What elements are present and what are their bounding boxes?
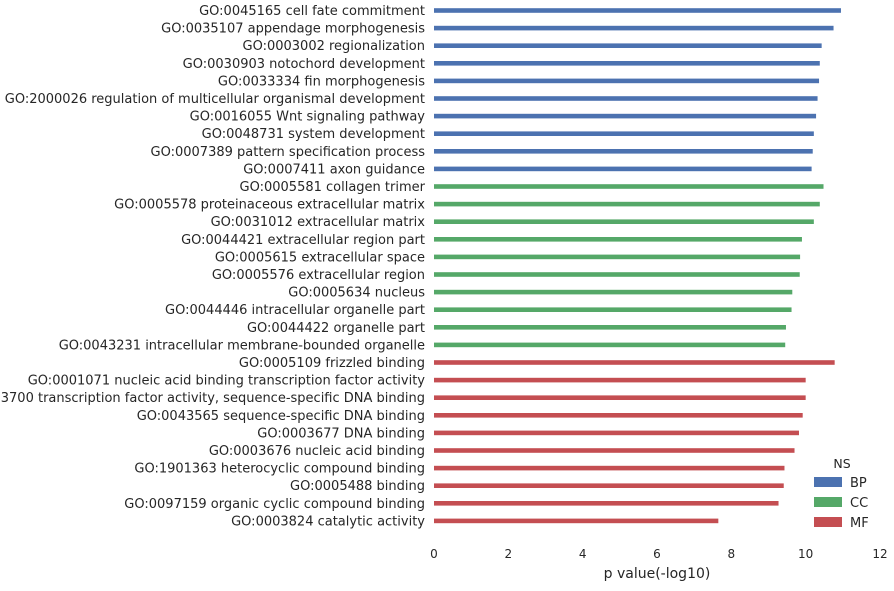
category-label: GO:0044422 organelle part — [247, 321, 425, 336]
bar-cc — [434, 237, 802, 242]
bar-cc — [434, 272, 800, 277]
bar-bp — [434, 113, 817, 119]
category-label: GO:0005634 nucleus — [288, 286, 425, 301]
category-label: GO:0003677 DNA binding — [257, 426, 425, 441]
legend-swatch-mf — [814, 517, 842, 527]
category-label: GO:0016055 Wnt signaling pathway — [190, 110, 426, 125]
bar-cc — [434, 254, 801, 260]
bar-mf — [434, 413, 803, 418]
x-tick-label: 8 — [728, 547, 736, 561]
category-label: GO:0003700 transcription factor activity… — [0, 391, 425, 406]
category-label: GO:0030903 notochord development — [183, 57, 425, 72]
bar-mf — [434, 465, 785, 471]
category-labels: GO:0045165 cell fate commitment GO:003510… — [0, 4, 426, 529]
category-label: GO:0005615 extracellular space — [215, 250, 425, 265]
category-label: GO:0005578 proteinaceous extracellular m… — [114, 198, 425, 213]
legend-swatch-bp — [814, 477, 842, 487]
category-label: GO:0048731 system development — [202, 127, 425, 142]
bar-cc — [434, 325, 786, 330]
bar-cc — [434, 307, 792, 312]
category-label: GO:2000026 regulation of multicellular o… — [5, 92, 425, 107]
bar-mf — [434, 501, 779, 506]
bar-mf — [434, 395, 806, 400]
bar-cc — [434, 289, 793, 295]
category-label: GO:0031012 extracellular matrix — [211, 215, 426, 230]
bar-bp — [434, 61, 820, 66]
category-label: GO:0001071 nucleic acid binding transcri… — [28, 374, 426, 389]
bar-bp — [434, 96, 818, 101]
bar-mf — [434, 377, 806, 383]
category-label: GO:0005576 extracellular region — [212, 268, 425, 283]
category-label: GO:0005109 frizzled binding — [239, 356, 425, 371]
bar-bp — [434, 131, 814, 136]
legend: NS BP CC MF — [814, 456, 869, 531]
category-label: GO:0007411 axon guidance — [243, 162, 425, 177]
x-tick-label: 0 — [430, 547, 438, 561]
bar-bp — [434, 25, 834, 31]
category-label: GO:0003002 regionalization — [243, 39, 425, 54]
category-label: GO:0097159 organic cyclic compound bindi… — [124, 497, 425, 512]
category-label: GO:0045165 cell fate commitment — [199, 4, 425, 19]
category-label: GO:0044446 intracellular organelle part — [165, 303, 425, 318]
legend-swatch-cc — [814, 497, 842, 507]
bar-cc — [434, 342, 786, 348]
x-axis-ticks: 0 2 4 6 8 10 12 — [430, 547, 887, 561]
category-label: GO:0044421 extracellular region part — [181, 233, 425, 248]
bar-mf — [434, 360, 835, 365]
bar-mf — [434, 448, 795, 453]
bar-bp — [434, 78, 820, 84]
bar-cc — [434, 201, 820, 207]
x-tick-label: 12 — [872, 547, 887, 561]
legend-label-cc: CC — [850, 496, 868, 511]
bar-bp — [434, 149, 813, 154]
bar-bp — [434, 166, 812, 172]
bar-bp — [434, 8, 841, 13]
bar-bp — [434, 43, 822, 48]
x-tick-label: 6 — [653, 547, 661, 561]
legend-label-mf: MF — [850, 516, 869, 531]
bar-cc — [434, 219, 814, 224]
bar-mf — [434, 483, 784, 488]
category-label: GO:0005488 binding — [290, 479, 425, 494]
category-label: GO:0005581 collagen trimer — [240, 180, 426, 195]
x-tick-label: 4 — [579, 547, 587, 561]
x-axis-title: p value(-log10) — [604, 566, 711, 582]
x-tick-label: 10 — [798, 547, 813, 561]
bar-mf — [434, 430, 799, 436]
legend-title: NS — [833, 456, 850, 471]
bar-cc — [434, 184, 824, 189]
category-label: GO:0033334 fin morphogenesis — [218, 74, 425, 89]
x-tick-label: 2 — [505, 547, 513, 561]
category-label: GO:0043565 sequence-specific DNA binding — [137, 409, 425, 424]
bar-mf — [434, 518, 719, 524]
category-label: GO:0007389 pattern specification process — [151, 145, 426, 160]
category-label: GO:0003824 catalytic activity — [231, 514, 425, 529]
category-label: GO:0043231 intracellular membrane-bounde… — [59, 338, 425, 353]
legend-label-bp: BP — [850, 476, 867, 491]
category-label: GO:0003676 nucleic acid binding — [209, 444, 425, 459]
category-label: GO:0035107 appendage morphogenesis — [161, 22, 425, 37]
bars-layer — [434, 8, 841, 524]
category-label: GO:1901363 heterocyclic compound binding — [134, 462, 425, 477]
